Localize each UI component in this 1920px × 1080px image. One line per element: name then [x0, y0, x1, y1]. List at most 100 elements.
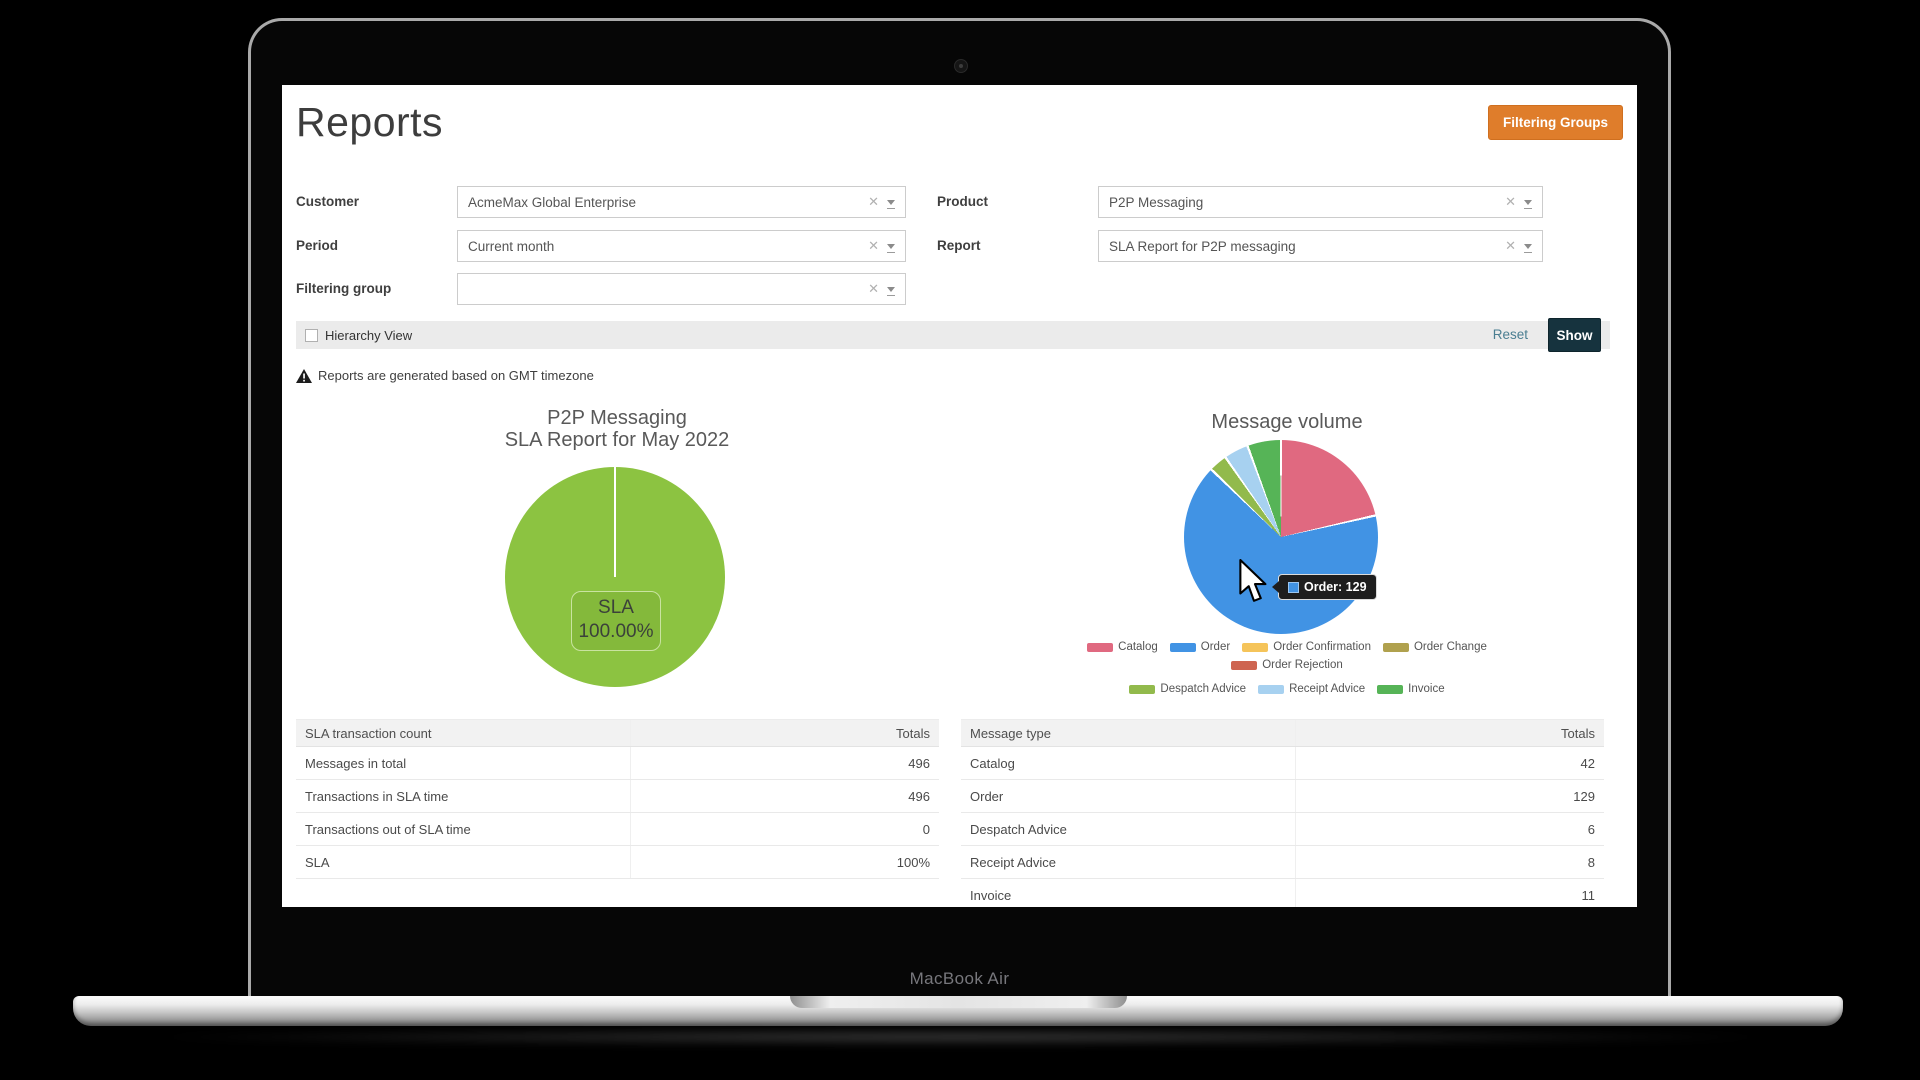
row-label: Despatch Advice	[961, 812, 1296, 846]
legend-item-receipt-advice[interactable]: Receipt Advice	[1258, 683, 1365, 695]
period-field[interactable]: Current month ✕	[457, 230, 906, 262]
macbook-base-notch	[790, 996, 1127, 1008]
chevron-down-icon[interactable]	[887, 243, 895, 253]
legend-label: Order Change	[1413, 641, 1487, 653]
legend-label: Receipt Advice	[1289, 683, 1366, 695]
filtering-groups-button[interactable]: Filtering Groups	[1488, 105, 1624, 140]
gmt-notice: Reports are generated based on GMT timez…	[296, 368, 594, 383]
warning-icon	[296, 368, 312, 383]
column-header: SLA transaction count	[296, 719, 631, 747]
customer-label: Customer	[296, 194, 360, 209]
sla-chart-title: P2P Messaging SLA Report for May 2022	[377, 407, 857, 451]
row-value: 496	[629, 779, 939, 813]
row-label: Messages in total	[296, 746, 631, 780]
sla-chart-title-line2: SLA Report for May 2022	[504, 429, 730, 451]
filtering-group-label: Filtering group	[296, 281, 392, 296]
customer-field[interactable]: AcmeMax Global Enterprise ✕	[457, 186, 906, 218]
legend-item-order-confirmation[interactable]: Order Confirmation	[1242, 641, 1371, 653]
row-value: 496	[629, 746, 939, 780]
report-label: Report	[937, 238, 981, 253]
clear-icon[interactable]: ✕	[868, 194, 879, 209]
clear-icon[interactable]: ✕	[1505, 194, 1516, 209]
clear-icon[interactable]: ✕	[1505, 238, 1516, 253]
table-row: Messages in total 496	[296, 746, 939, 780]
chevron-down-icon[interactable]	[887, 199, 895, 209]
legend-swatch	[1382, 642, 1409, 652]
show-button[interactable]: Show	[1548, 318, 1601, 352]
table-header-row: Message type Totals	[961, 719, 1604, 747]
hierarchy-view-label: Hierarchy View	[325, 327, 413, 343]
row-label: Transactions out of SLA time	[296, 812, 631, 846]
legend-swatch	[1231, 660, 1258, 670]
row-value: 8	[1294, 845, 1604, 879]
table-row: Receipt Advice 8	[961, 845, 1604, 879]
column-header: Totals	[629, 719, 939, 747]
tooltip-text: Order: 129	[1304, 580, 1367, 594]
legend-item-order-rejection[interactable]: Order Rejection	[1231, 659, 1343, 671]
chevron-down-icon[interactable]	[887, 286, 895, 296]
legend-item-invoice[interactable]: Invoice	[1377, 683, 1445, 695]
legend-label: Order Confirmation	[1273, 641, 1371, 653]
legend-label: Catalog	[1118, 641, 1158, 653]
clear-icon[interactable]: ✕	[868, 281, 879, 296]
row-label: Receipt Advice	[961, 845, 1296, 879]
table-header: SLA transaction count Totals	[296, 719, 939, 747]
message-volume-title: Message volume	[1211, 411, 1363, 433]
legend-item-catalog[interactable]: Catalog	[1087, 641, 1158, 653]
report-value: SLA Report for P2P messaging	[1109, 238, 1296, 254]
filtering-group-field[interactable]: ✕	[457, 273, 906, 305]
product-value: P2P Messaging	[1109, 194, 1204, 210]
legend-item-order[interactable]: Order	[1169, 641, 1230, 653]
table-row: Transactions in SLA time 496	[296, 779, 939, 813]
legend-label: Order Rejection	[1262, 659, 1343, 671]
macbook-lid: Reports Filtering Groups Customer AcmeMa…	[248, 18, 1671, 997]
table-row: Despatch Advice 6	[961, 812, 1604, 846]
legend-item-despatch-advice[interactable]: Despatch Advice	[1129, 683, 1246, 695]
row-value: 11	[1294, 878, 1604, 907]
table-row: Order 129	[961, 779, 1604, 813]
reset-link[interactable]: Reset	[1492, 327, 1528, 342]
row-value: 100%	[629, 845, 939, 879]
period-value: Current month	[468, 238, 555, 254]
product-label: Product	[937, 194, 989, 209]
chevron-down-icon[interactable]	[1524, 243, 1532, 253]
product-field[interactable]: P2P Messaging ✕	[1098, 186, 1543, 218]
sla-label-line2: 100.00%	[578, 621, 654, 642]
row-value: 42	[1294, 746, 1604, 780]
table-row: Transactions out of SLA time 0	[296, 812, 939, 846]
app-screen: Reports Filtering Groups Customer AcmeMa…	[282, 85, 1637, 907]
legend-label: Invoice	[1408, 683, 1445, 695]
macbook-base	[73, 996, 1843, 1026]
message-volume-pie-chart[interactable]	[1184, 440, 1378, 634]
row-label: Invoice	[961, 878, 1296, 907]
chevron-down-icon[interactable]	[1524, 199, 1532, 209]
column-header: Totals	[1294, 719, 1604, 747]
row-value: 129	[1294, 779, 1604, 813]
period-label: Period	[296, 238, 339, 253]
row-value: 6	[1294, 812, 1604, 846]
sla-label: SLA 100.00%	[571, 591, 661, 651]
row-value: 0	[629, 812, 939, 846]
legend-item-order-change[interactable]: Order Change	[1382, 641, 1487, 653]
hierarchy-view-checkbox[interactable]	[305, 328, 318, 342]
legend-swatch	[1169, 642, 1196, 652]
table-header: Message type Totals	[961, 719, 1604, 747]
report-field[interactable]: SLA Report for P2P messaging ✕	[1098, 230, 1543, 262]
legend-swatch	[1377, 684, 1404, 694]
sla-chart-title-line1: P2P Messaging	[547, 407, 687, 429]
page-title: Reports	[296, 99, 444, 145]
sla-label-line1: SLA	[598, 597, 634, 618]
table-header-row: SLA transaction count Totals	[296, 719, 939, 747]
table-row: Catalog 42	[961, 746, 1604, 780]
clear-icon[interactable]: ✕	[868, 238, 879, 253]
hierarchy-toolbar: Hierarchy View Reset	[296, 321, 1610, 349]
legend-swatch	[1242, 642, 1269, 652]
table-row: SLA 100%	[296, 845, 939, 879]
webcam	[954, 59, 968, 73]
customer-value: AcmeMax Global Enterprise	[468, 194, 637, 210]
pie-slice-divider	[614, 467, 616, 577]
legend-label: Despatch Advice	[1160, 683, 1247, 695]
table-row: Invoice 11	[961, 878, 1604, 907]
sla-pie-chart[interactable]	[505, 467, 725, 687]
